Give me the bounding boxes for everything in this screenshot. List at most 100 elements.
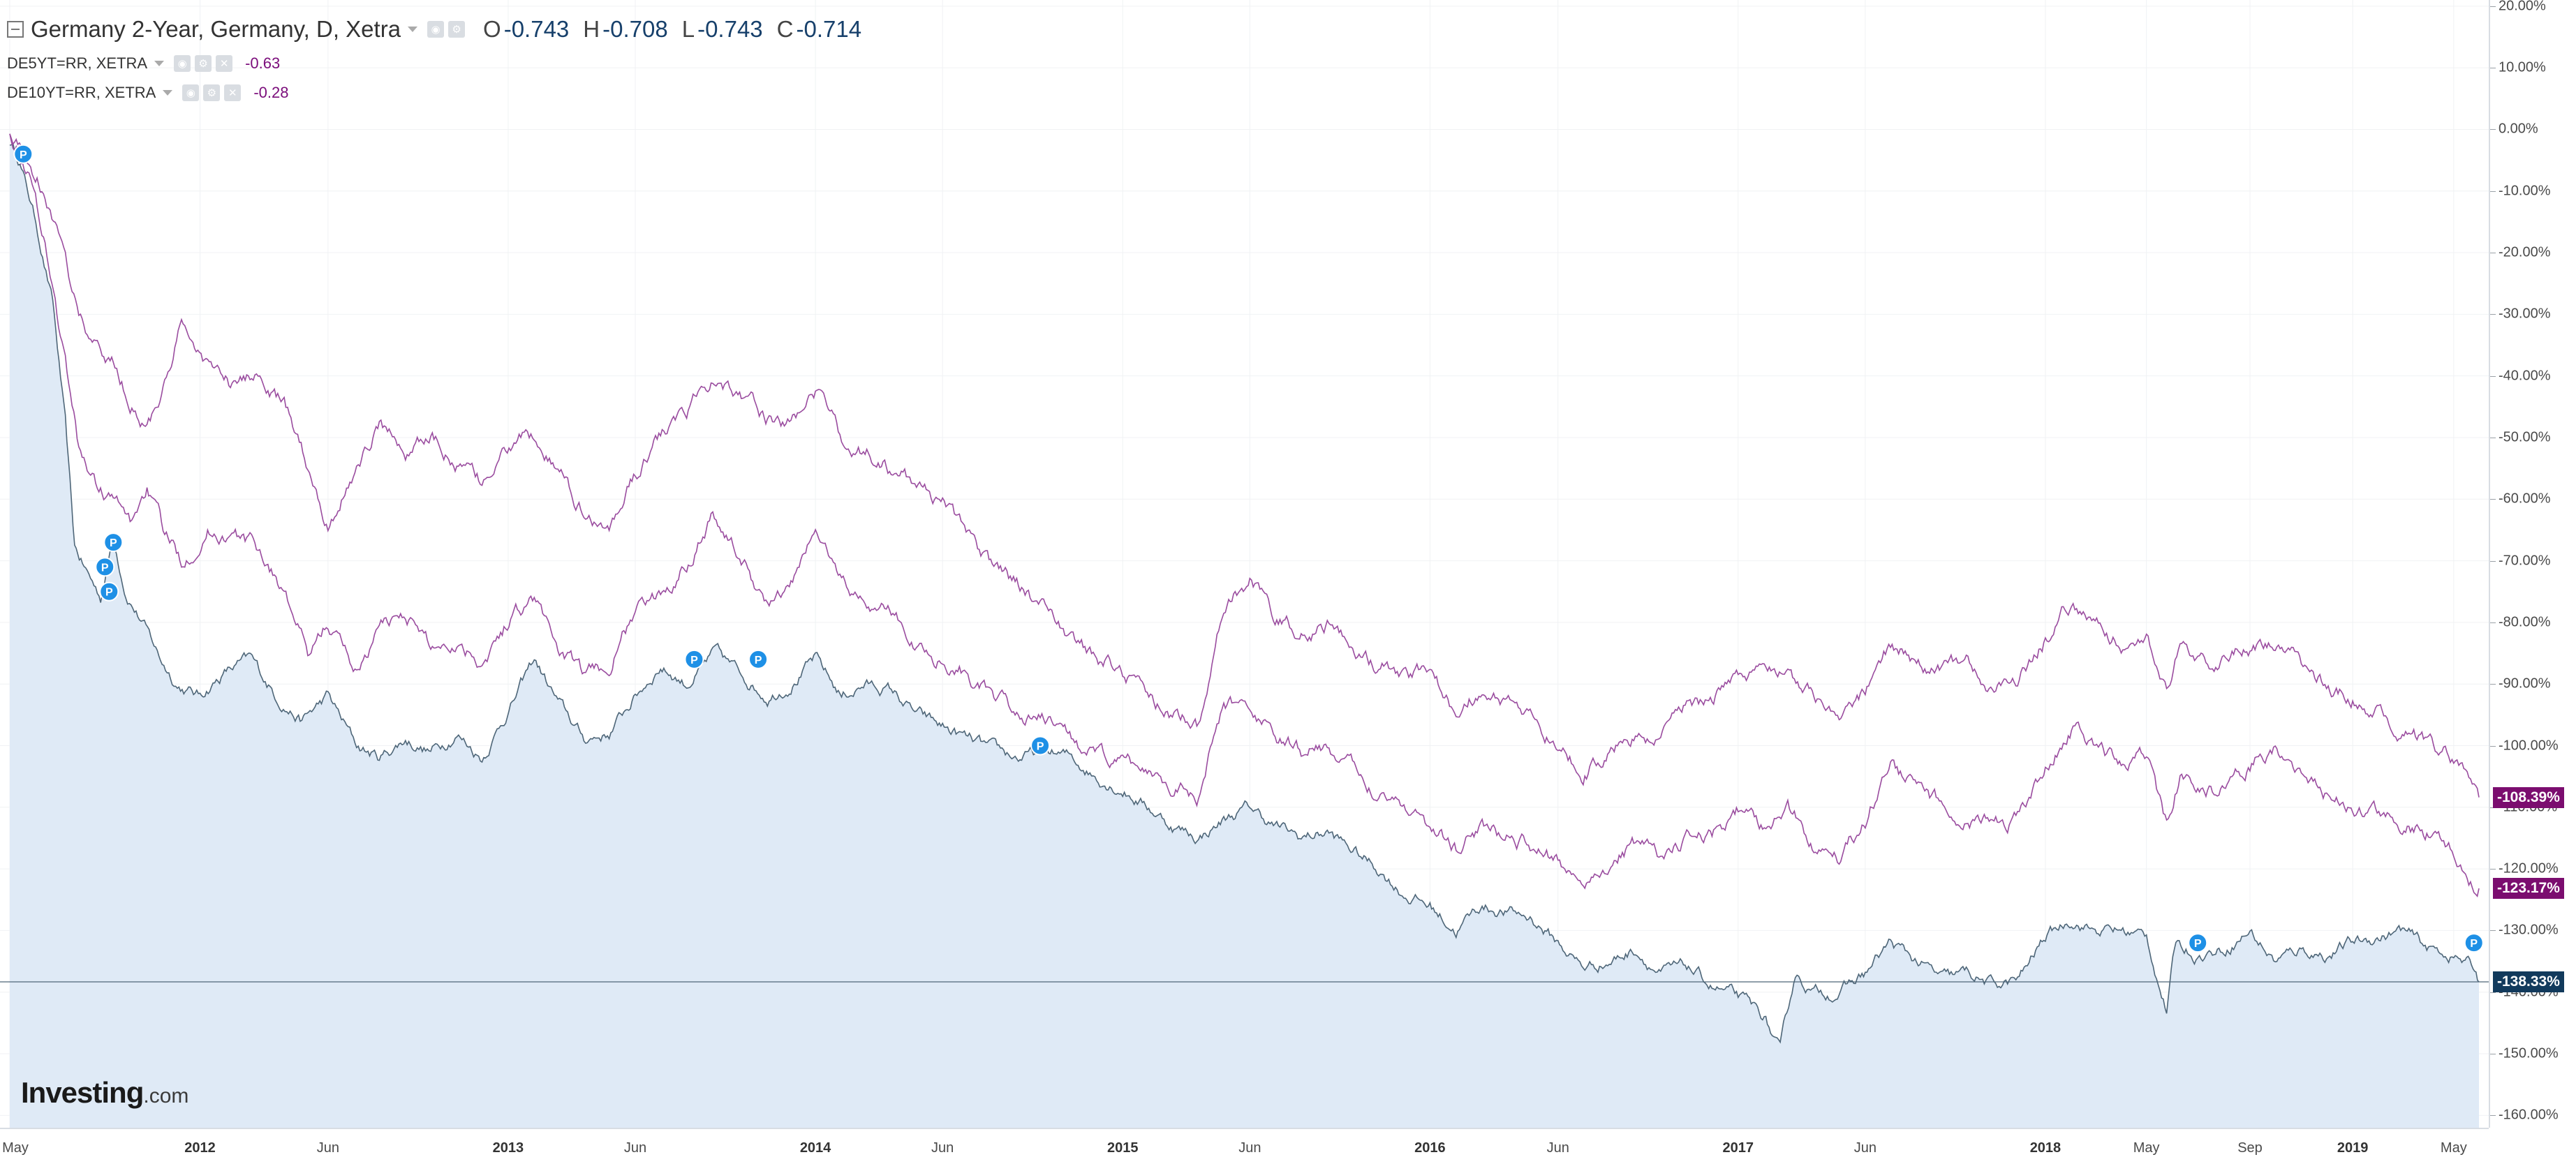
close-icon[interactable]: ✕: [216, 55, 233, 72]
chevron-down-icon[interactable]: [163, 90, 173, 96]
logo-text: Investing: [21, 1076, 144, 1109]
x-tick-label: May: [2133, 1140, 2160, 1156]
eye-icon[interactable]: ◉: [182, 84, 200, 101]
y-tick-label: -60.00%: [2499, 491, 2551, 507]
ohlc-value-h: -0.708: [602, 16, 668, 42]
legend-row-1: DE10YT=RR, XETRA ◉ ⚙ ✕ -0.28: [7, 78, 861, 107]
last-value-badge: -123.17%: [2493, 878, 2564, 900]
x-tick-label: 2013: [492, 1140, 524, 1156]
event-marker-label: P: [1037, 741, 1044, 753]
y-tick-label: -30.00%: [2499, 306, 2551, 322]
x-tick-label: Jun: [316, 1140, 339, 1156]
collapse-icon[interactable]: [7, 21, 24, 38]
x-tick-label: Jun: [1853, 1140, 1877, 1156]
y-tick-label: 0.00%: [2499, 121, 2538, 137]
y-tick-mark: [2490, 375, 2496, 377]
legend-main-series: Germany 2-Year, Germany, D, Xetra ◉ ⚙ O-…: [7, 10, 861, 49]
event-marker[interactable]: P: [684, 649, 704, 669]
x-tick-label: Jun: [1546, 1140, 1569, 1156]
event-marker[interactable]: P: [13, 144, 34, 164]
y-tick-label: -70.00%: [2499, 553, 2551, 569]
y-tick-mark: [2490, 1115, 2496, 1117]
y-axis[interactable]: 20.00% 10.00% 0.00% -10.00% -20.00% -30.00% -4…: [2490, 0, 2576, 1128]
chevron-down-icon[interactable]: [154, 61, 165, 66]
x-tick-label: Jun: [623, 1140, 647, 1156]
y-tick-mark: [2490, 499, 2496, 500]
x-tick-label: 2014: [799, 1140, 831, 1156]
x-axis[interactable]: May 2012 Jun 2013 Jun 2014 Jun 2015 Jun 2016 Jun 20…: [0, 1128, 2489, 1164]
ohlc-values: O -0.743 H -0.708 L -0.743 C -0.714: [469, 16, 861, 43]
last-value-badge: -138.33%: [2493, 971, 2564, 992]
y-tick-label: -120.00%: [2499, 860, 2559, 876]
y-tick-label: -20.00%: [2499, 244, 2551, 260]
legend-series-label: DE5YT=RR, XETRA: [7, 54, 148, 72]
close-icon[interactable]: ✕: [224, 84, 242, 101]
ohlc-value-c: -0.714: [796, 16, 862, 42]
ohlc-key-o: O: [483, 16, 501, 42]
event-marker-label: P: [105, 587, 113, 599]
event-marker[interactable]: P: [103, 532, 124, 553]
ohlc-key-l: L: [681, 16, 695, 42]
event-marker[interactable]: P: [99, 581, 119, 602]
chevron-down-icon[interactable]: [408, 27, 418, 32]
y-tick-label: 10.00%: [2499, 59, 2546, 75]
gear-icon[interactable]: ⚙: [448, 21, 466, 38]
main-series-title: Germany 2-Year, Germany, D, Xetra: [31, 16, 401, 42]
x-tick-label: 2018: [2029, 1140, 2061, 1156]
x-tick-label: Jun: [1238, 1140, 1261, 1156]
legend: Germany 2-Year, Germany, D, Xetra ◉ ⚙ O-…: [7, 10, 861, 107]
y-tick-label: -50.00%: [2499, 429, 2551, 445]
event-marker-label: P: [2470, 938, 2478, 950]
y-tick-mark: [2490, 684, 2496, 685]
y-tick-label: -10.00%: [2499, 183, 2551, 199]
y-tick-mark: [2490, 129, 2496, 130]
event-marker-label: P: [690, 655, 698, 666]
event-marker[interactable]: P: [2188, 933, 2208, 953]
y-tick-mark: [2490, 314, 2496, 315]
chart-area[interactable]: P P P P P P P P P Germany 2-Year, Germany, D, Xe…: [0, 0, 2490, 1128]
y-tick-mark: [2490, 6, 2496, 7]
series-line-2: [9, 133, 2480, 798]
logo-suffix: .com: [143, 1084, 189, 1107]
y-tick-label: -150.00%: [2499, 1045, 2559, 1061]
event-marker[interactable]: P: [2464, 933, 2484, 953]
event-marker-label: P: [755, 655, 762, 666]
event-marker[interactable]: P: [748, 649, 769, 669]
y-tick-mark: [2490, 560, 2496, 562]
series-line-1: [9, 133, 2480, 897]
x-tick-label: Sep: [2237, 1140, 2263, 1156]
y-tick-mark: [2490, 930, 2496, 932]
last-value-badge: -108.39%: [2493, 786, 2564, 808]
y-tick-label: -130.00%: [2499, 922, 2559, 938]
event-marker-label: P: [20, 149, 27, 161]
event-marker[interactable]: P: [1030, 736, 1051, 756]
eye-icon[interactable]: ◉: [427, 21, 445, 38]
x-tick-label: 2019: [2337, 1140, 2369, 1156]
legend-series-label: DE10YT=RR, XETRA: [7, 84, 156, 101]
gear-icon[interactable]: ⚙: [203, 84, 221, 101]
legend-row-0: DE5YT=RR, XETRA ◉ ⚙ ✕ -0.63: [7, 49, 861, 78]
price-chart[interactable]: P P P P P P P P P: [0, 0, 2489, 1128]
x-tick-label: Jun: [931, 1140, 954, 1156]
y-tick-label: -160.00%: [2499, 1107, 2559, 1123]
x-tick-label: May: [2, 1140, 29, 1156]
ohlc-value-l: -0.743: [697, 16, 763, 42]
ohlc-value-o: -0.743: [503, 16, 570, 42]
gear-icon[interactable]: ⚙: [195, 55, 212, 72]
event-marker-label: P: [110, 537, 117, 549]
y-tick-label: 20.00%: [2499, 0, 2546, 14]
main-series-area: [10, 144, 2479, 1128]
investing-logo: Investing.com: [21, 1076, 188, 1110]
x-tick-label: 2015: [1106, 1140, 1139, 1156]
y-tick-mark: [2490, 622, 2496, 623]
x-tick-label: May: [2440, 1140, 2467, 1156]
y-tick-label: -100.00%: [2499, 738, 2559, 753]
y-tick-label: -90.00%: [2499, 676, 2551, 692]
event-marker-label: P: [101, 562, 109, 574]
event-marker[interactable]: P: [95, 557, 115, 577]
y-tick-mark: [2490, 745, 2496, 747]
eye-icon[interactable]: ◉: [174, 55, 191, 72]
x-tick-label: 2016: [1414, 1140, 1446, 1156]
y-tick-label: -80.00%: [2499, 614, 2551, 630]
y-tick-label: -40.00%: [2499, 368, 2551, 384]
